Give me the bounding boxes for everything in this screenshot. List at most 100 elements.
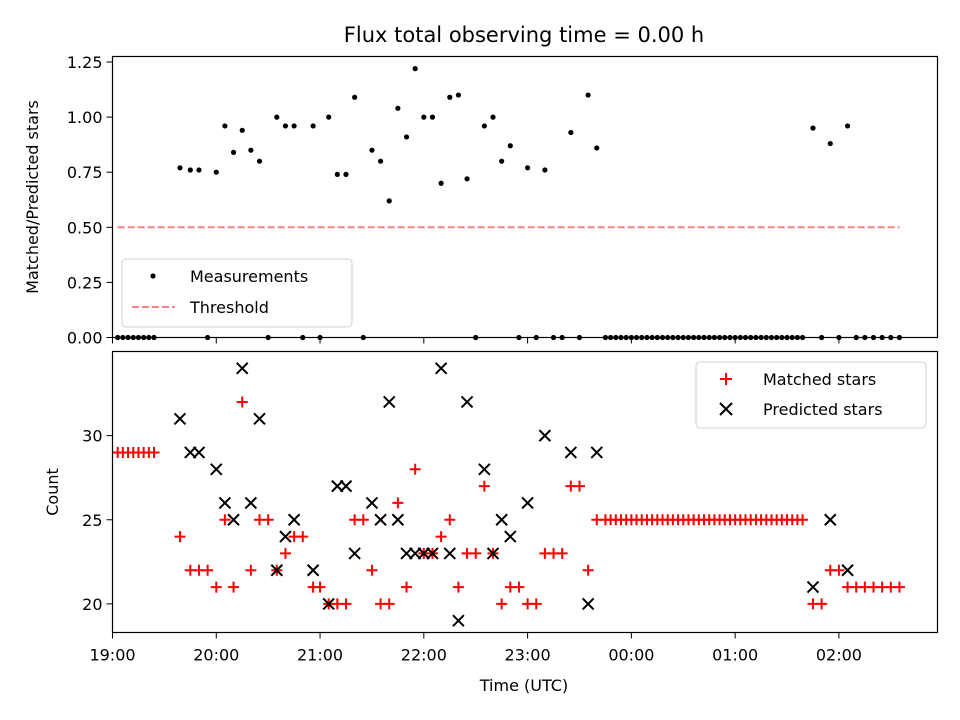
bottom-axes-frame [111,350,939,634]
x-tick-label: 00:00 [608,646,654,665]
chart-title: Flux total observing time = 0.00 h [344,23,704,47]
matched-star-point [401,581,413,593]
legend-predicted-label: Predicted stars [763,400,883,419]
matched-star-point [530,598,542,610]
matched-star-point [262,514,274,526]
matched-star-point [444,514,456,526]
bottom-ticks: 19:00 20:00 21:00 22:00 23:00 00:00 01:00 02:00… [82,427,862,665]
predicted-star-point [521,496,534,510]
measurement-point [239,127,245,133]
predicted-star-point [348,547,361,560]
measurement-point [310,123,316,129]
predicted-star-point [287,513,301,526]
measurement-point [377,158,384,164]
measurement-point [421,114,427,120]
predicted-star-point [306,564,320,577]
measurement-point [412,66,418,72]
measurement-point [334,171,340,178]
predicted-star-point [426,547,439,560]
measurement-point [256,158,263,164]
predicted-star-point [581,597,595,611]
bottom-y-tick-label: 20 [82,595,102,614]
top-y-tick-label: 0.00 [67,329,103,348]
measurement-point [827,140,833,147]
measurement-point [274,114,280,120]
predicted-star-point [210,463,223,476]
top-panel: 0.00 0.25 0.50 0.75 1.00 1.25 Matched/Predict… [23,53,939,348]
measurement-point [542,167,548,173]
matched-star-point [383,598,395,610]
measurement-point [844,123,851,129]
matched-star-point [797,514,809,526]
matched-star-point [582,564,594,576]
x-axis-label: Time (UTC) [479,676,568,695]
predicted-star-point [365,496,379,510]
matched-star-point [279,547,291,559]
matched-star-point [357,514,369,526]
x-tick-label: 23:00 [505,646,551,665]
measurement-point [230,149,237,155]
matched-star-point [236,396,248,408]
x-tick-label: 02:00 [816,646,862,665]
predicted-star-point [270,564,284,577]
measurement-point [343,171,349,178]
matched-star-point [409,463,421,475]
measurement-point [177,165,183,171]
predicted-star-point [236,362,249,375]
measurement-point [464,176,470,182]
x-tick-label: 20:00 [193,646,239,665]
bottom-y-tick-label: 25 [82,511,102,530]
predicted-star-point [486,547,500,560]
matched-star-point [202,564,214,576]
measurement-point [524,165,531,171]
x-tick-label: 21:00 [297,646,343,665]
measurement-point [490,114,496,120]
measurement-point [352,94,358,100]
measurement-point [499,158,505,164]
predicted-star-point [452,614,465,627]
predicted-star-point [478,463,491,476]
x-tick-label: 19:00 [89,646,135,665]
predicted-star-point [227,513,240,526]
predicted-star-point [192,446,206,459]
matched-star-point [478,480,490,492]
measurement-point [291,123,297,129]
bottom-data-layer [112,362,905,627]
predicted-star-point [806,580,820,594]
matched-star-point [366,564,378,576]
matched-star-point [392,497,404,509]
predicted-star-point [253,412,266,426]
predicted-star-point [391,513,405,526]
measurement-point [507,143,513,149]
predicted-star-point [173,412,187,426]
matched-star-point [314,581,326,593]
top-y-tick-label: 1.00 [67,108,103,127]
predicted-star-point [339,479,353,493]
legend-matched-marker [720,373,732,385]
matched-star-point [210,581,222,593]
measurement-point [810,125,816,131]
predicted-star-point [495,513,508,526]
legend-predicted-marker [719,402,733,416]
matched-star-point [556,547,568,559]
measurement-point [248,147,254,153]
predicted-star-point [374,513,387,526]
bottom-legend: Matched stars Predicted stars [695,361,927,429]
predicted-star-point [322,597,335,611]
measurement-point [326,114,332,120]
matched-star-point [470,547,482,559]
measurement-point [386,198,392,204]
predicted-star-point [538,429,552,442]
predicted-star-point [279,530,292,543]
measurement-point [585,92,591,98]
top-legend: Measurements Threshold [121,258,353,328]
matched-star-point [573,480,585,492]
predicted-star-point [434,362,448,375]
matched-star-point [816,598,828,610]
bottom-y-axis-label: Count [43,468,62,516]
measurement-point [196,167,202,173]
measurement-point [447,94,453,100]
top-axes-frame [111,55,939,339]
predicted-star-point [218,496,232,510]
bottom-y-tick-label: 30 [82,427,102,446]
